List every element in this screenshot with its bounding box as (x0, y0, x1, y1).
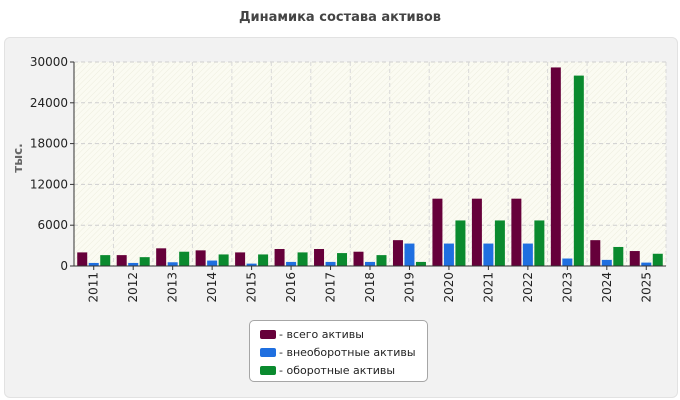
x-tick-label: 2017 (324, 272, 338, 303)
legend-item-total: - всего активы (260, 325, 427, 343)
axes-group (70, 61, 666, 270)
bar-2018-0 (353, 251, 364, 266)
x-tick-label: 2024 (600, 272, 614, 303)
x-tick-label: 2011 (87, 272, 101, 303)
bar-2020-2 (455, 220, 466, 266)
y-tick-labels: 0 6000 12000 18000 24000 30000 (30, 55, 68, 273)
legend-swatch-noncurrent (260, 347, 276, 357)
y-tick-label: 18000 (30, 137, 68, 151)
bar-2011-0 (77, 252, 88, 266)
y-tick-label: 12000 (30, 177, 68, 191)
x-tick-label: 2021 (481, 272, 495, 303)
bar-2021-2 (494, 220, 505, 266)
plot-area (74, 62, 666, 266)
bar-2024-0 (590, 240, 601, 266)
y-axis-label: тыс. (11, 143, 25, 172)
bar-2019-0 (392, 240, 403, 266)
bar-2017-0 (314, 249, 325, 266)
bar-2012-1 (128, 262, 139, 266)
bar-2012-2 (139, 257, 150, 266)
bar-2022-0 (511, 198, 522, 266)
bar-2022-1 (522, 243, 533, 266)
bar-2016-1 (286, 261, 297, 266)
bar-2015-1 (246, 263, 257, 266)
bar-2017-1 (325, 261, 336, 266)
x-tick-label: 2025 (639, 272, 653, 303)
y-tick-label: 24000 (30, 96, 68, 110)
legend-label-total: - всего активы (279, 327, 364, 341)
bar-2023-1 (562, 258, 573, 266)
x-tick-label: 2015 (245, 272, 259, 303)
bar-2018-1 (365, 261, 375, 266)
y-tick-label: 30000 (30, 55, 68, 69)
x-tick-label: 2012 (126, 272, 140, 303)
x-tick-label: 2020 (442, 272, 456, 303)
chart-title: Динамика состава активов (238, 10, 442, 25)
bar-2015-2 (258, 254, 269, 266)
bar-2014-0 (195, 250, 206, 266)
bar-2011-2 (100, 255, 111, 266)
legend-item-noncurrent: - внеоборотные активы (260, 343, 427, 361)
x-tick-label: 2014 (205, 272, 219, 303)
bar-2011-1 (88, 262, 99, 266)
bars-group (77, 67, 663, 266)
bar-2016-0 (274, 249, 285, 266)
bar-2014-2 (218, 254, 229, 266)
bar-2025-1 (641, 262, 652, 266)
bar-2021-1 (483, 243, 494, 266)
bar-2018-2 (376, 255, 387, 266)
y-tick-label: 0 (60, 259, 68, 273)
y-tick-label: 6000 (37, 218, 68, 232)
chart-legend: - всего активы - внеоборотные активы - о… (249, 320, 428, 382)
bar-2023-2 (573, 75, 584, 266)
bar-2024-2 (613, 246, 624, 266)
legend-item-current: - оборотные активы (260, 361, 427, 379)
bar-2012-0 (116, 255, 127, 266)
bar-2019-2 (415, 261, 426, 266)
x-tick-label: 2018 (363, 272, 377, 303)
x-tick-label: 2023 (560, 272, 574, 303)
bar-2013-0 (156, 248, 167, 266)
bar-2025-0 (629, 251, 640, 266)
legend-swatch-total (260, 329, 276, 339)
x-tick-label: 2019 (402, 272, 416, 303)
bar-2024-1 (601, 259, 612, 266)
x-tick-label: 2013 (166, 272, 180, 303)
bar-2019-1 (404, 243, 415, 266)
x-tick-label: 2016 (284, 272, 298, 303)
bar-2013-1 (167, 262, 178, 266)
bar-2016-2 (297, 252, 308, 266)
bar-2021-0 (471, 198, 482, 266)
bar-2020-0 (432, 198, 443, 266)
bar-2017-2 (337, 253, 348, 266)
bar-2020-1 (443, 243, 454, 266)
bar-2025-2 (652, 253, 663, 266)
legend-swatch-current (260, 365, 276, 375)
bar-2014-1 (207, 260, 218, 266)
legend-label-noncurrent: - внеоборотные активы (279, 345, 416, 359)
x-tick-labels: 2011 2012 2013 2014 2015 2016 2017 2018 2019 2020… (87, 272, 654, 303)
legend-label-current: - оборотные активы (279, 363, 396, 377)
bar-2013-2 (179, 251, 190, 266)
grid-lines (73, 61, 667, 266)
bar-2023-0 (550, 67, 561, 266)
bar-2022-2 (534, 220, 545, 266)
x-tick-label: 2022 (521, 272, 535, 303)
bar-2015-0 (235, 252, 246, 266)
